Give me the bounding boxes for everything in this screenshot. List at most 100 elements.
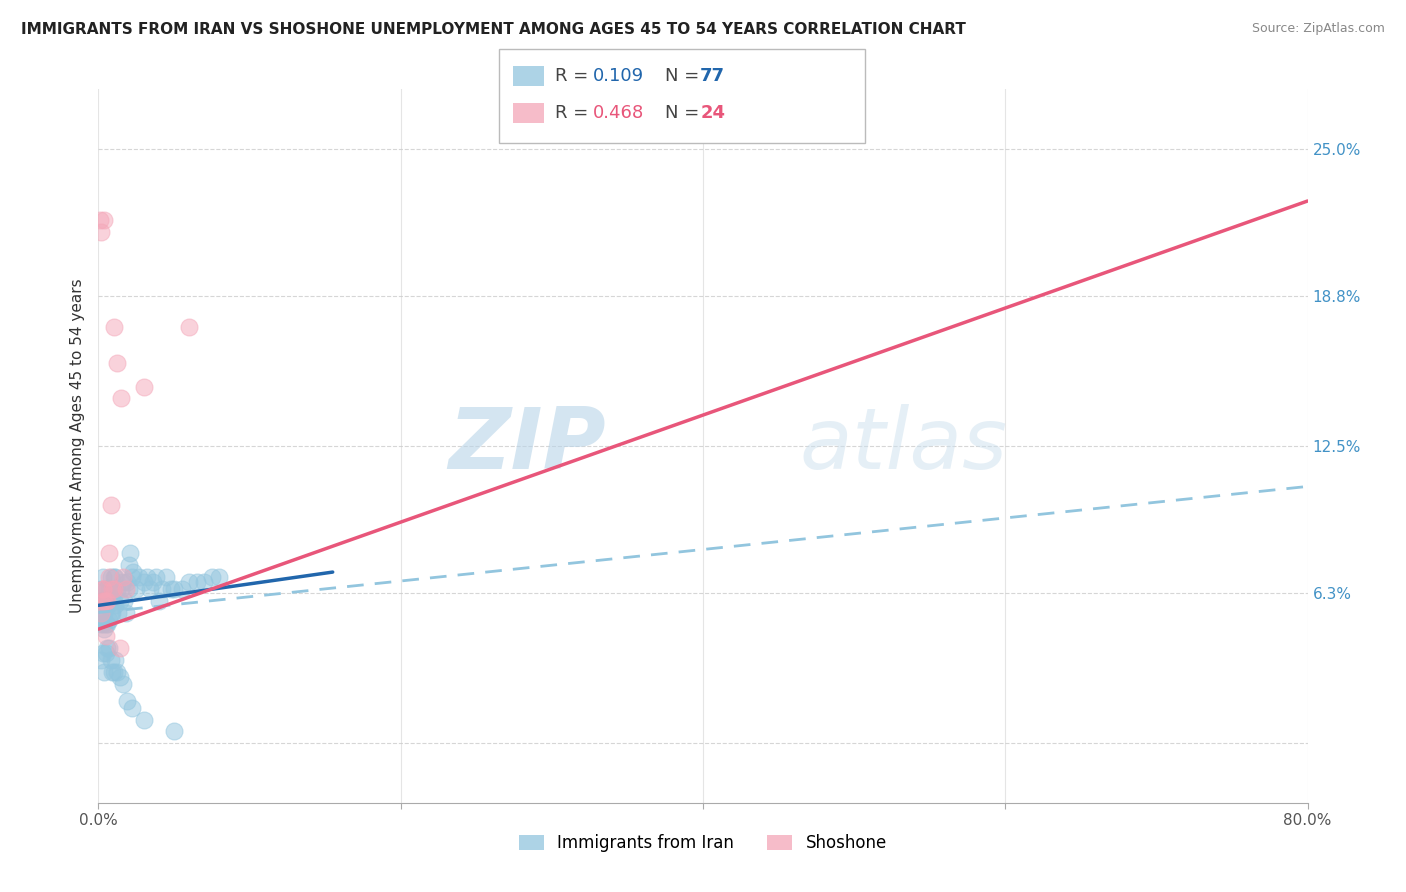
Immigrants from Iran — [105, 582, 128, 596]
Shoshone — [103, 320, 125, 334]
Immigrants from Iran — [208, 570, 231, 584]
Immigrants from Iran — [93, 593, 115, 607]
Immigrants from Iran — [90, 606, 112, 620]
Text: R =: R = — [555, 67, 595, 85]
Immigrants from Iran — [122, 565, 145, 579]
Immigrants from Iran — [91, 646, 114, 660]
Immigrants from Iran — [118, 558, 141, 572]
Immigrants from Iran — [110, 582, 132, 596]
Y-axis label: Unemployment Among Ages 45 to 54 years: Unemployment Among Ages 45 to 54 years — [69, 278, 84, 614]
Immigrants from Iran — [132, 713, 155, 727]
Immigrants from Iran — [96, 641, 118, 656]
Immigrants from Iran — [179, 574, 201, 589]
Immigrants from Iran — [103, 593, 125, 607]
Shoshone — [101, 582, 124, 596]
Immigrants from Iran — [100, 570, 122, 584]
Immigrants from Iran — [163, 724, 186, 739]
Text: atlas: atlas — [800, 404, 1008, 488]
Shoshone — [111, 570, 134, 584]
Immigrants from Iran — [104, 570, 127, 584]
Immigrants from Iran — [90, 582, 112, 596]
Immigrants from Iran — [115, 574, 138, 589]
Immigrants from Iran — [96, 582, 118, 596]
Immigrants from Iran — [94, 582, 117, 596]
Text: Source: ZipAtlas.com: Source: ZipAtlas.com — [1251, 22, 1385, 36]
Text: N =: N = — [665, 104, 704, 122]
Shoshone — [94, 593, 117, 607]
Shoshone — [114, 582, 136, 596]
Immigrants from Iran — [104, 653, 127, 667]
Immigrants from Iran — [111, 677, 134, 691]
Immigrants from Iran — [108, 593, 131, 607]
Text: 0.109: 0.109 — [593, 67, 644, 85]
Shoshone — [100, 499, 122, 513]
Shoshone — [93, 593, 115, 607]
Immigrants from Iran — [105, 665, 128, 679]
Immigrants from Iran — [111, 574, 134, 589]
Immigrants from Iran — [104, 599, 127, 613]
Immigrants from Iran — [150, 582, 173, 596]
Immigrants from Iran — [120, 546, 142, 560]
Shoshone — [96, 593, 118, 607]
Shoshone — [98, 546, 121, 560]
Immigrants from Iran — [101, 582, 124, 596]
Immigrants from Iran — [139, 582, 162, 596]
Immigrants from Iran — [93, 622, 115, 636]
Immigrants from Iran — [96, 599, 118, 613]
Shoshone — [108, 641, 131, 656]
Immigrants from Iran — [148, 593, 170, 607]
Text: 77: 77 — [700, 67, 725, 85]
Immigrants from Iran — [100, 606, 122, 620]
Immigrants from Iran — [160, 582, 183, 596]
Immigrants from Iran — [128, 570, 150, 584]
Shoshone — [132, 379, 155, 393]
Text: 24: 24 — [700, 104, 725, 122]
Shoshone — [94, 629, 117, 643]
Immigrants from Iran — [121, 700, 143, 714]
Immigrants from Iran — [94, 617, 117, 632]
Immigrants from Iran — [132, 574, 155, 589]
Legend: Immigrants from Iran, Shoshone: Immigrants from Iran, Shoshone — [512, 828, 894, 859]
Immigrants from Iran — [101, 606, 124, 620]
Shoshone — [91, 582, 114, 596]
Immigrants from Iran — [170, 582, 193, 596]
Shoshone — [103, 582, 125, 596]
Immigrants from Iran — [98, 641, 121, 656]
Immigrants from Iran — [112, 593, 135, 607]
Shoshone — [98, 570, 121, 584]
Shoshone — [89, 213, 111, 227]
Immigrants from Iran — [98, 582, 121, 596]
Immigrants from Iran — [125, 582, 148, 596]
Shoshone — [93, 213, 115, 227]
Shoshone — [90, 225, 112, 239]
Immigrants from Iran — [193, 574, 215, 589]
Immigrants from Iran — [155, 570, 177, 584]
Immigrants from Iran — [163, 582, 186, 596]
Text: IMMIGRANTS FROM IRAN VS SHOSHONE UNEMPLOYMENT AMONG AGES 45 TO 54 YEARS CORRELAT: IMMIGRANTS FROM IRAN VS SHOSHONE UNEMPLO… — [21, 22, 966, 37]
Immigrants from Iran — [121, 570, 143, 584]
Shoshone — [91, 593, 114, 607]
Shoshone — [110, 392, 132, 406]
Shoshone — [105, 356, 128, 370]
Immigrants from Iran — [103, 665, 125, 679]
Immigrants from Iran — [89, 593, 111, 607]
Shoshone — [179, 320, 201, 334]
Immigrants from Iran — [89, 606, 111, 620]
Immigrants from Iran — [96, 617, 118, 632]
Immigrants from Iran — [114, 606, 136, 620]
Text: ZIP: ZIP — [449, 404, 606, 488]
Immigrants from Iran — [91, 570, 114, 584]
Immigrants from Iran — [135, 570, 157, 584]
Immigrants from Iran — [91, 617, 114, 632]
Immigrants from Iran — [90, 653, 112, 667]
Immigrants from Iran — [108, 670, 131, 684]
Immigrants from Iran — [91, 593, 114, 607]
Immigrants from Iran — [118, 582, 141, 596]
Immigrants from Iran — [93, 606, 115, 620]
Immigrants from Iran — [100, 653, 122, 667]
Immigrants from Iran — [91, 606, 114, 620]
Shoshone — [90, 606, 112, 620]
Text: N =: N = — [665, 67, 704, 85]
Immigrants from Iran — [186, 574, 208, 589]
Immigrants from Iran — [90, 617, 112, 632]
